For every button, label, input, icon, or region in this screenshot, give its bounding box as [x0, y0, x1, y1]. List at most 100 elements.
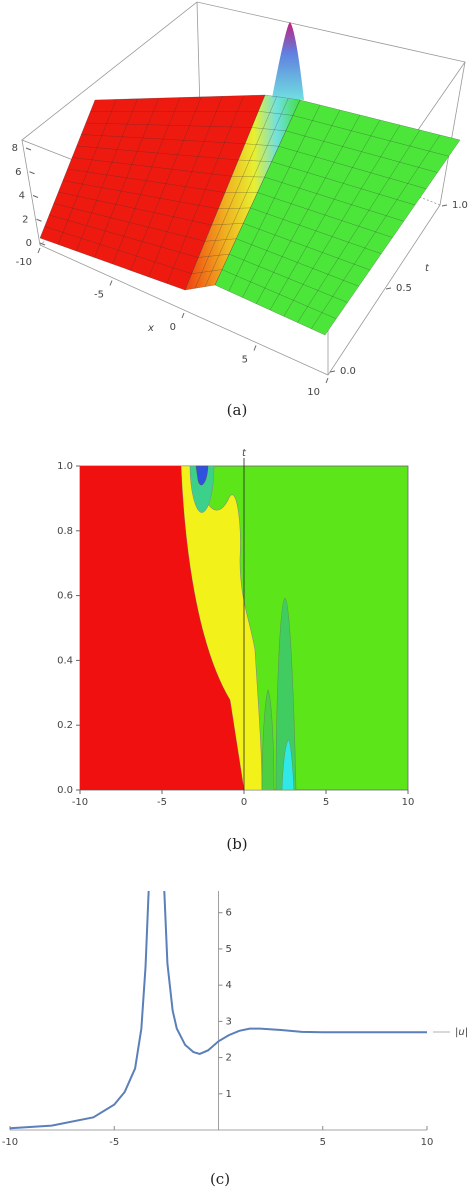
contour-red: [80, 466, 244, 790]
x-tick-label: -5: [94, 290, 104, 301]
surface-grid: [204, 238, 237, 242]
box-bottom: [39, 204, 441, 376]
surface-grid: [244, 143, 279, 147]
surface-grid: [243, 223, 371, 271]
surface-grid: [222, 269, 337, 319]
z-tick-label: 8: [12, 143, 18, 154]
y-tick-label: 0.5: [396, 283, 412, 294]
y-tick-label: 0.6: [57, 591, 73, 602]
x-tick: [37, 247, 41, 254]
contour-blue: [195, 465, 209, 486]
surface-grid: [264, 94, 301, 101]
surface-green: [215, 100, 460, 335]
surface-grid: [264, 176, 404, 222]
surface-grid: [292, 115, 449, 157]
x-tick-label: 5: [323, 797, 329, 808]
surface-grid: [191, 269, 223, 274]
x-tick: [253, 345, 257, 351]
surface-grid: [58, 191, 212, 226]
z-tick-label: 2: [22, 214, 28, 225]
y-tick-label: 0.0: [57, 785, 73, 796]
surface-grid: [76, 145, 239, 161]
z-tick-label: 4: [19, 191, 25, 202]
y-tick-label: 0.0: [340, 366, 356, 377]
z-tick-label: 6: [15, 167, 21, 178]
z-tick: [39, 242, 46, 246]
surface-grid: [49, 214, 199, 258]
z-tick: [32, 195, 39, 198]
surface-grid: [85, 122, 252, 128]
surface-grid: [67, 168, 226, 193]
x-tick-label: -5: [109, 1137, 119, 1148]
surface-grid: [236, 238, 359, 287]
surface-grid: [238, 159, 272, 162]
surface-grid: [285, 130, 438, 173]
surface-grid: [251, 127, 286, 132]
x-tick-label: -10: [72, 797, 88, 808]
y-tick: [329, 370, 336, 373]
surface-grid: [250, 207, 382, 254]
surface-grid: [72, 157, 232, 177]
surface-red: [40, 95, 265, 290]
data-line: [9, 890, 427, 1130]
surface-grid: [218, 207, 251, 209]
caption: (b): [226, 835, 247, 853]
z-tick-label: 0: [26, 238, 32, 249]
y-tick-label: 6: [226, 908, 232, 919]
x-tick-label: 0: [170, 322, 176, 333]
surface-grid: [214, 284, 326, 336]
x-tick-label: -5: [157, 797, 167, 808]
surface-grid: [94, 94, 266, 101]
contour-cyan: [281, 739, 295, 791]
y-tick-label: 0.8: [57, 526, 73, 537]
z-tick: [36, 218, 42, 222]
surface-grid: [211, 223, 244, 226]
y-tick-label: 2: [226, 1053, 232, 1064]
y-tick-label: 4: [226, 980, 232, 991]
surface-grid: [257, 192, 393, 238]
y-tick-label: 5: [226, 944, 232, 955]
x-tick-label: 10: [421, 1137, 434, 1148]
surface-grid: [184, 284, 216, 291]
x-tick: [181, 312, 185, 319]
surface: [39, 22, 461, 336]
contour-band: [261, 689, 275, 791]
surface-spike: [272, 22, 304, 100]
y-tick-label: 0.4: [57, 655, 73, 666]
surface-grid: [258, 111, 293, 116]
surface-grid: [229, 253, 348, 303]
x-tick-label: 10: [307, 387, 320, 398]
y-tick-label: 0.2: [57, 720, 73, 731]
surface-grid: [231, 176, 265, 178]
surface-grid: [44, 226, 192, 274]
x-tick: [109, 280, 113, 286]
contour-teal: [189, 465, 215, 513]
caption: (c): [210, 1170, 230, 1188]
z-tick: [25, 147, 32, 151]
surface-grid: [198, 253, 230, 258]
y-tick-label: 1: [226, 1089, 232, 1100]
legend-label: |u|: [455, 1027, 468, 1038]
y-axis-label: t: [242, 448, 247, 459]
x-tick-label: 10: [402, 797, 415, 808]
y-axis-label: t: [425, 263, 430, 274]
z-tick: [29, 171, 35, 175]
y-tick-label: 1.0: [452, 200, 468, 211]
surface-grid: [278, 146, 427, 189]
surface-grid: [81, 134, 246, 144]
surface-grid: [39, 237, 186, 291]
x-axis-label: x: [147, 323, 154, 334]
x-tick-label: 5: [242, 355, 248, 366]
y-tick: [385, 287, 392, 290]
x-tick: [325, 377, 329, 384]
x-tick-label: 5: [320, 1137, 326, 1148]
contour-band: [275, 597, 297, 791]
surface-grid: [62, 180, 219, 209]
surface-grid: [271, 161, 416, 206]
x-tick-label: -10: [2, 1137, 18, 1148]
caption: (a): [227, 401, 248, 419]
x-tick-label: 0: [241, 797, 247, 808]
y-tick-label: 1.0: [57, 461, 73, 472]
x-tick-label: -10: [16, 257, 32, 268]
